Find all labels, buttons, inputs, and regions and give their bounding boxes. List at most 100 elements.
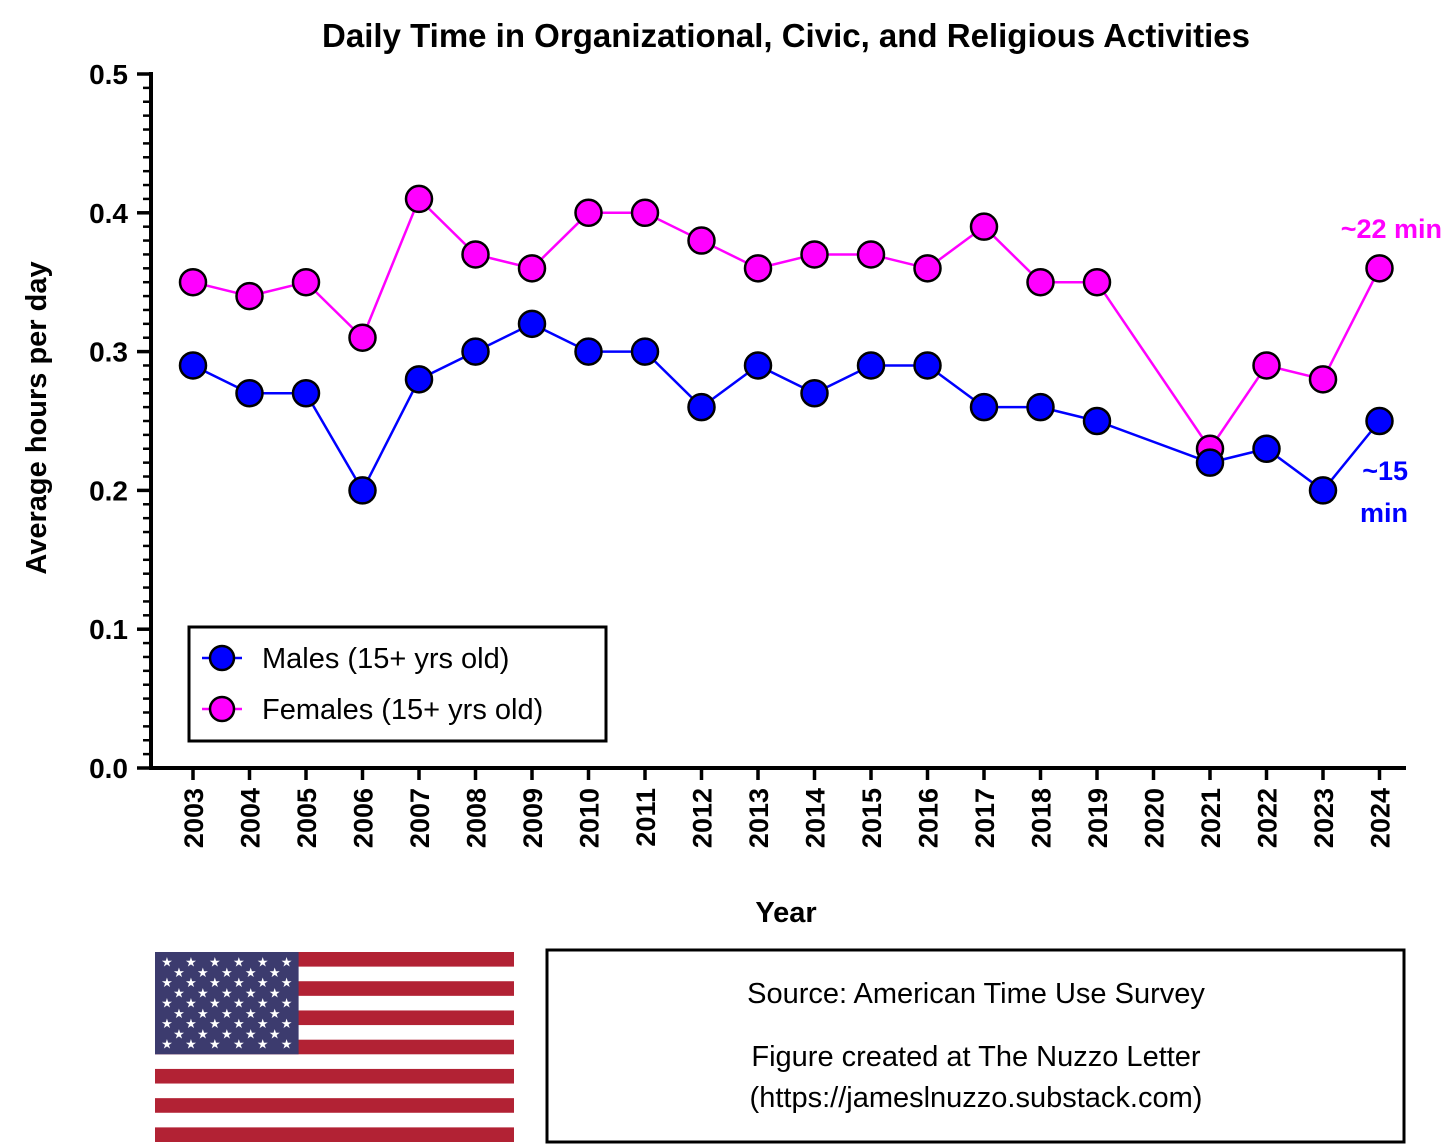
credit-url: (https://jameslnuzzo.substack.com) (750, 1082, 1203, 1114)
females-point (1365, 254, 1394, 283)
flag-star-icon: ★ (185, 997, 197, 1012)
y-axis-label: Average hours per day (21, 261, 53, 574)
flag-star-icon: ★ (221, 966, 233, 981)
x-tick-label: 2015 (857, 788, 887, 848)
females-point (1026, 267, 1055, 297)
x-tick-label: 2012 (688, 788, 718, 848)
legend-males-label: Males (15+ yrs old) (262, 643, 509, 675)
source-line: Source: American Time Use Survey (747, 978, 1205, 1010)
flag-star-icon: ★ (209, 956, 221, 971)
females-point (517, 254, 547, 283)
x-tick-label: 2009 (518, 788, 548, 848)
x-tick-label: 2013 (744, 788, 774, 848)
males-point (800, 378, 829, 408)
males-point (743, 351, 773, 380)
x-tick-label: 2011 (631, 788, 661, 847)
males-point (348, 476, 377, 505)
source-box: Source: American Time Use Survey Figure … (545, 948, 1406, 1144)
legend-males-marker (208, 644, 236, 672)
x-tick-label: 2004 (236, 788, 266, 848)
x-tick-label: 2016 (914, 788, 944, 848)
females-point (687, 226, 716, 255)
females-point (178, 267, 208, 297)
legend-females-marker (208, 695, 236, 723)
flag-star-icon: ★ (233, 1038, 245, 1053)
x-tick-label: 2010 (575, 788, 605, 848)
tick-labels: 0.0 0.1 0.2 0.3 0.4 0.5 2003 2004 2005 2006 2007 20… (89, 59, 1395, 848)
flag-star-icon: ★ (209, 976, 221, 991)
flag-star-icon: ★ (173, 1007, 185, 1022)
y-tick-label: 0.2 (89, 475, 128, 506)
females-point (913, 254, 942, 283)
flag-star-icon: ★ (233, 976, 245, 991)
flag-star-icon: ★ (257, 956, 269, 971)
flag-star-icon: ★ (233, 1017, 245, 1032)
flag-star-icon: ★ (209, 1017, 221, 1032)
flag-star-icon: ★ (245, 1007, 257, 1022)
x-tick-label: 2020 (1140, 788, 1170, 848)
females-point (630, 198, 660, 228)
flag-star-icon: ★ (269, 986, 281, 1001)
y-tick-label: 0.3 (89, 337, 128, 368)
flag-star-icon: ★ (281, 1038, 293, 1053)
flag-star-icon: ★ (257, 1038, 269, 1053)
x-tick-label: 2024 (1366, 788, 1396, 848)
flag-star-icon: ★ (269, 1007, 281, 1022)
y-tick-label: 0.0 (89, 753, 128, 784)
males-point (1195, 448, 1225, 477)
females-point (800, 240, 829, 269)
males-point (517, 309, 547, 339)
flag-star-icon: ★ (197, 986, 209, 1001)
flag-star-icon: ★ (197, 1027, 209, 1042)
males-point (404, 365, 434, 394)
x-tick-label: 2019 (1083, 788, 1113, 848)
males-point (630, 337, 660, 366)
flag-star-icon: ★ (257, 1017, 269, 1032)
x-tick-label: 2006 (349, 788, 379, 848)
x-tick-label: 2022 (1253, 788, 1283, 848)
females-point (404, 184, 434, 214)
x-tick-label: 2008 (462, 788, 492, 848)
females-point (856, 240, 886, 269)
series-line-females (192, 196, 1381, 451)
flag-star-icon: ★ (281, 976, 293, 991)
flag-star-icon: ★ (185, 1038, 197, 1053)
flag-star-icon: ★ (209, 1038, 221, 1053)
flag-star-icon: ★ (257, 997, 269, 1012)
males-point (1365, 406, 1394, 436)
axes (137, 72, 1406, 780)
y-tick-label: 0.5 (89, 59, 128, 90)
males-point (574, 337, 603, 366)
flag-star-icon: ★ (245, 1027, 257, 1042)
x-tick-label: 2023 (1309, 788, 1339, 848)
flag-star-icon: ★ (233, 997, 245, 1012)
chart-title: Daily Time in Organizational, Civic, and… (322, 17, 1250, 54)
females-point (969, 212, 999, 241)
females-point (348, 323, 377, 352)
males-point (856, 351, 886, 380)
flag-star-icon: ★ (161, 1038, 173, 1053)
males-point (291, 378, 321, 408)
flag-stripe (155, 1098, 514, 1113)
legend: Males (15+ yrs old) Females (15+ yrs old… (187, 625, 608, 743)
flag-star-icon: ★ (173, 986, 185, 1001)
flag-star-icon: ★ (281, 997, 293, 1012)
females-point (291, 267, 321, 297)
flag-star-icon: ★ (245, 986, 257, 1001)
males-point (461, 337, 490, 366)
flag-star-icon: ★ (269, 1027, 281, 1042)
flag-star-icon: ★ (233, 956, 245, 971)
males-point (913, 351, 942, 380)
males-point (687, 392, 716, 422)
flag-star-icon: ★ (257, 976, 269, 991)
males-annotation-line2: min (1360, 498, 1408, 528)
males-point (235, 378, 264, 408)
flag-star-icon: ★ (161, 997, 173, 1012)
females-point (461, 240, 490, 269)
males-point (1026, 392, 1055, 422)
us-flag: ★ ★ ★ ★ ★ ★★ ★ ★ ★ ★★ ★ ★ ★ ★ ★★ ★ ★ ★ ★★ ★ ★ ★ ★ ★★ ★ ★ ★ ★★ ★ ★ ★ ★ ★★… (155, 952, 514, 1142)
x-tick-label: 2021 (1196, 788, 1226, 848)
flag-star-icon: ★ (161, 1017, 173, 1032)
source-box-frame (545, 948, 1406, 1144)
